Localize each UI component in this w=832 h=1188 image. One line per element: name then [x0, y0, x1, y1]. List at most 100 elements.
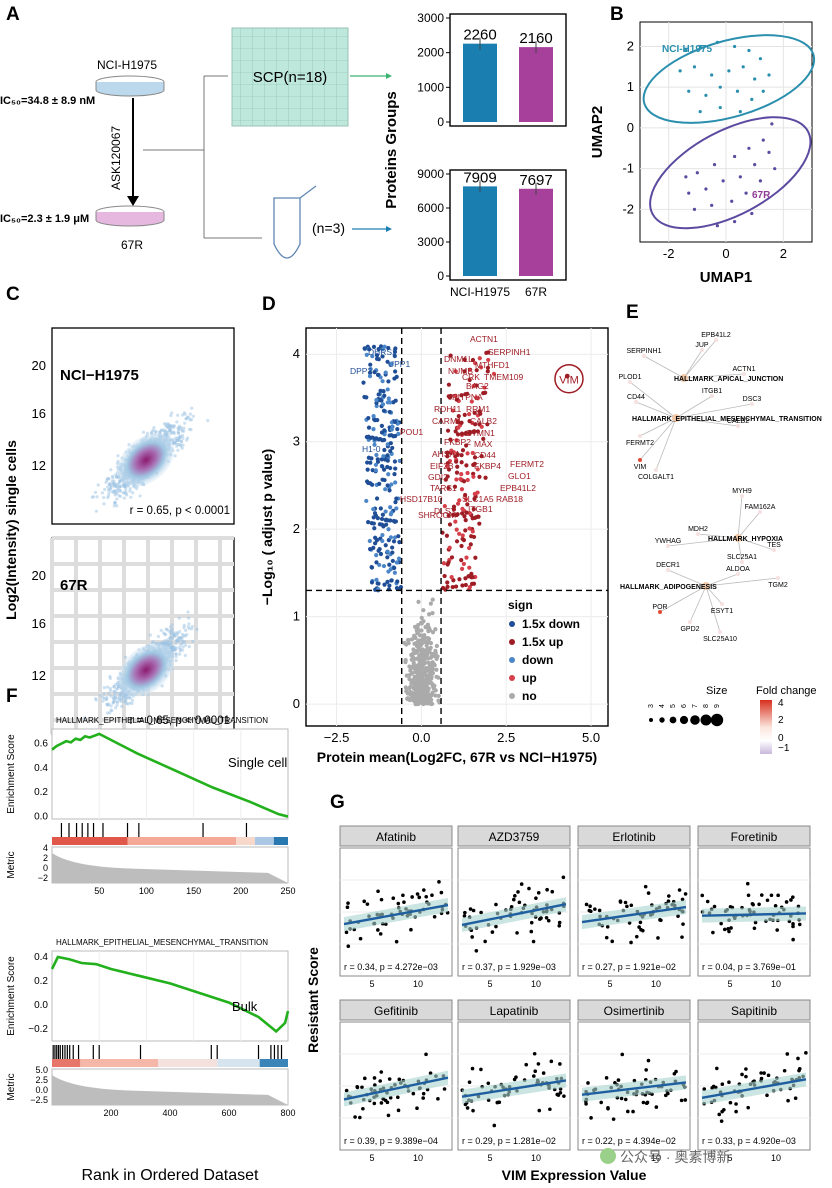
point-up: [442, 573, 447, 579]
scatter-point: [346, 944, 351, 948]
y-tick-label: 0: [627, 120, 634, 135]
scatter-point: [663, 1093, 668, 1098]
density-point: [174, 641, 178, 646]
point-no: [434, 656, 439, 661]
density-point: [171, 439, 175, 443]
point-down: [392, 471, 397, 477]
scatter-point: [606, 1106, 610, 1111]
point-no: [421, 701, 426, 707]
density-point: [106, 711, 110, 715]
hub-label: HALLMARK_ADIPOGENESIS: [620, 584, 717, 591]
gene-label-up: EPB41L2: [500, 483, 536, 493]
gene-label-up: FKBP4: [474, 461, 501, 471]
size-dot: [659, 717, 665, 723]
point-down: [393, 466, 398, 471]
point-up: [454, 539, 460, 544]
x-tick-label: 10: [531, 1153, 541, 1163]
point-down: [382, 447, 387, 453]
point-up: [465, 477, 470, 483]
gene-label: TGM2: [768, 582, 788, 589]
x-axis-label: Protein mean(Log2FC, 67R vs NCI−H1975): [317, 749, 597, 765]
size-dot: [669, 716, 677, 724]
gene-label: SLC25A1: [727, 554, 757, 561]
bulk-arrow-head: [386, 226, 392, 232]
scatter-point: [490, 930, 495, 934]
scatter-point: [397, 1077, 402, 1082]
facet-title: Osimertinib: [604, 1004, 665, 1018]
density-point: [113, 488, 117, 493]
umap-point: [747, 146, 751, 150]
density-point: [180, 632, 185, 636]
point-down: [389, 510, 394, 515]
legend-label: 1.5x down: [522, 617, 580, 631]
metric-area: [52, 1075, 288, 1105]
point-down: [384, 522, 389, 527]
rank-heat: [127, 837, 237, 845]
scatter-point: [495, 1100, 500, 1105]
gene-label-down: H1-0: [362, 444, 381, 454]
point-no: [412, 677, 417, 682]
scatter-point: [674, 1069, 678, 1074]
gene-node: [666, 568, 670, 572]
panel-f-label: F: [6, 686, 18, 707]
point-down: [383, 487, 388, 492]
point-up: [467, 377, 472, 383]
point-down: [371, 507, 376, 512]
bar-value-label: 2160: [519, 30, 552, 47]
point-down: [374, 436, 379, 441]
density-point: [175, 631, 179, 635]
y-tick-label: 9000: [417, 167, 444, 181]
point-up: [446, 560, 451, 565]
scatter-point: [589, 909, 593, 914]
x-tick-label: 10: [413, 1153, 423, 1163]
y-axis-label: Log2(Intensity) single cells: [3, 440, 19, 620]
point-up: [483, 475, 488, 480]
point-up: [460, 566, 465, 571]
density-point: [168, 428, 172, 433]
density-point: [172, 631, 176, 635]
facet-title: Gefitinib: [374, 1004, 418, 1018]
density-core: [117, 433, 175, 487]
point-no: [428, 641, 434, 646]
size-value: 4: [659, 704, 666, 708]
density-point: [111, 696, 115, 700]
gene-label-up: MAX: [474, 439, 493, 449]
y-tick-label: 6000: [417, 201, 444, 215]
point-up: [473, 555, 478, 560]
gene-label-up: SHROOM: [418, 510, 456, 520]
gene-label: FAM162A: [745, 504, 776, 511]
x-tick-label: 67R: [525, 285, 547, 299]
facet-strip: [697, 825, 811, 847]
point-no: [425, 690, 430, 695]
density-point: [180, 429, 185, 433]
density-point: [104, 480, 108, 485]
scatter-point: [646, 891, 651, 895]
density-point: [124, 698, 128, 703]
scatter-point: [776, 893, 780, 898]
bar-value-label: 7909: [463, 169, 496, 186]
panel-c-density: NCI−H1975 r = 0.65, p < 0.0001 20 16 12 67R r …: [3, 327, 235, 773]
point-down: [393, 369, 398, 374]
scatter-point: [467, 1080, 472, 1084]
scatter-point: [791, 922, 795, 926]
scatter-point: [386, 1113, 391, 1118]
scatter-point: [532, 1051, 537, 1056]
regression-line: [343, 903, 449, 926]
gene-label: POR: [652, 604, 667, 611]
scatter-point: [529, 929, 534, 934]
es-tick-label: 0.4: [34, 763, 48, 774]
gene-label-up: SERPINH1: [488, 347, 531, 357]
scatter-point: [681, 922, 685, 926]
point-no: [412, 641, 417, 646]
gene-label: GPD2: [680, 626, 699, 633]
umap-point: [753, 162, 757, 167]
point-down: [379, 516, 385, 522]
scatter-point: [791, 937, 795, 942]
rank-heat: [273, 837, 288, 845]
point-no: [412, 699, 417, 704]
point-up: [455, 452, 460, 457]
point-up: [465, 502, 470, 507]
scatter-point: [618, 900, 623, 904]
umap-point: [684, 48, 688, 53]
point-down: [378, 437, 383, 442]
